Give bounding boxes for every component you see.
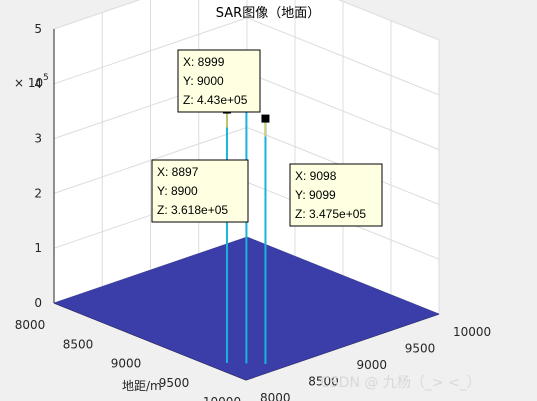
x-tick-label: 9000	[111, 357, 142, 371]
z-tick-label: 4	[34, 77, 42, 91]
z-tick-label: 0	[34, 296, 42, 310]
z-exponent: × 10 5	[14, 73, 49, 90]
datatip-box	[177, 49, 261, 113]
datatip-line: X: 8897	[157, 165, 199, 179]
z-exponent-base: × 10	[14, 76, 43, 90]
z-tick-label: 1	[34, 241, 42, 255]
y-tick-label: 8000	[260, 391, 291, 401]
x-tick-label: 10000	[203, 395, 241, 401]
watermark: CSDN @ 九杨（_> <_）	[320, 375, 481, 391]
x-tick-label: 8500	[63, 337, 94, 351]
datatip-line: Y: 8900	[157, 184, 198, 198]
datatip-box	[289, 163, 383, 227]
datatip-line: Z: 4.43e+05	[183, 93, 248, 107]
z-tick-label: 3	[34, 132, 42, 146]
y-tick-label: 9000	[357, 358, 388, 372]
datatip-line: Y: 9099	[295, 188, 336, 202]
grid-line-z	[53, 0, 440, 41]
chart-title: SAR图像（地面）	[216, 6, 320, 21]
tick-labels: 8000 8500 9000 9500 10000 8000 8500 9000 9500 100…	[15, 22, 491, 401]
grid-line-z	[53, 17, 440, 96]
z-tick-label: 5	[34, 22, 42, 36]
x-axis-label: 地距/m	[122, 379, 162, 393]
y-tick-label: 10000	[453, 325, 491, 339]
z-exponent-power: 5	[43, 73, 49, 83]
datatip-line: X: 8999	[183, 55, 225, 69]
datatip-0[interactable]: X: 8897 Y: 8900 Z: 3.618e+05	[151, 159, 249, 223]
datatips[interactable]: X: 8897 Y: 8900 Z: 3.618e+05 X: 8999 Y: 9000…	[151, 49, 383, 227]
y-tick-label: 9500	[405, 342, 436, 356]
datatip-line: Z: 3.618e+05	[157, 203, 228, 217]
z-tick-label: 2	[34, 186, 42, 200]
datatip-line: X: 9098	[295, 169, 337, 183]
y-tick-label: 8500	[308, 375, 339, 389]
peak-marker-2	[261, 114, 270, 123]
datatip-2[interactable]: X: 9098 Y: 9099 Z: 3.475e+05	[289, 163, 383, 227]
datatip-1[interactable]: X: 8999 Y: 9000 Z: 4.43e+05	[177, 49, 261, 113]
datatip-box	[151, 159, 249, 223]
datatip-line: Y: 9000	[183, 74, 224, 88]
datatip-line: Z: 3.475e+05	[295, 207, 366, 221]
x-tick-label: 8000	[15, 318, 46, 332]
x-tick-label: 9500	[159, 376, 190, 390]
